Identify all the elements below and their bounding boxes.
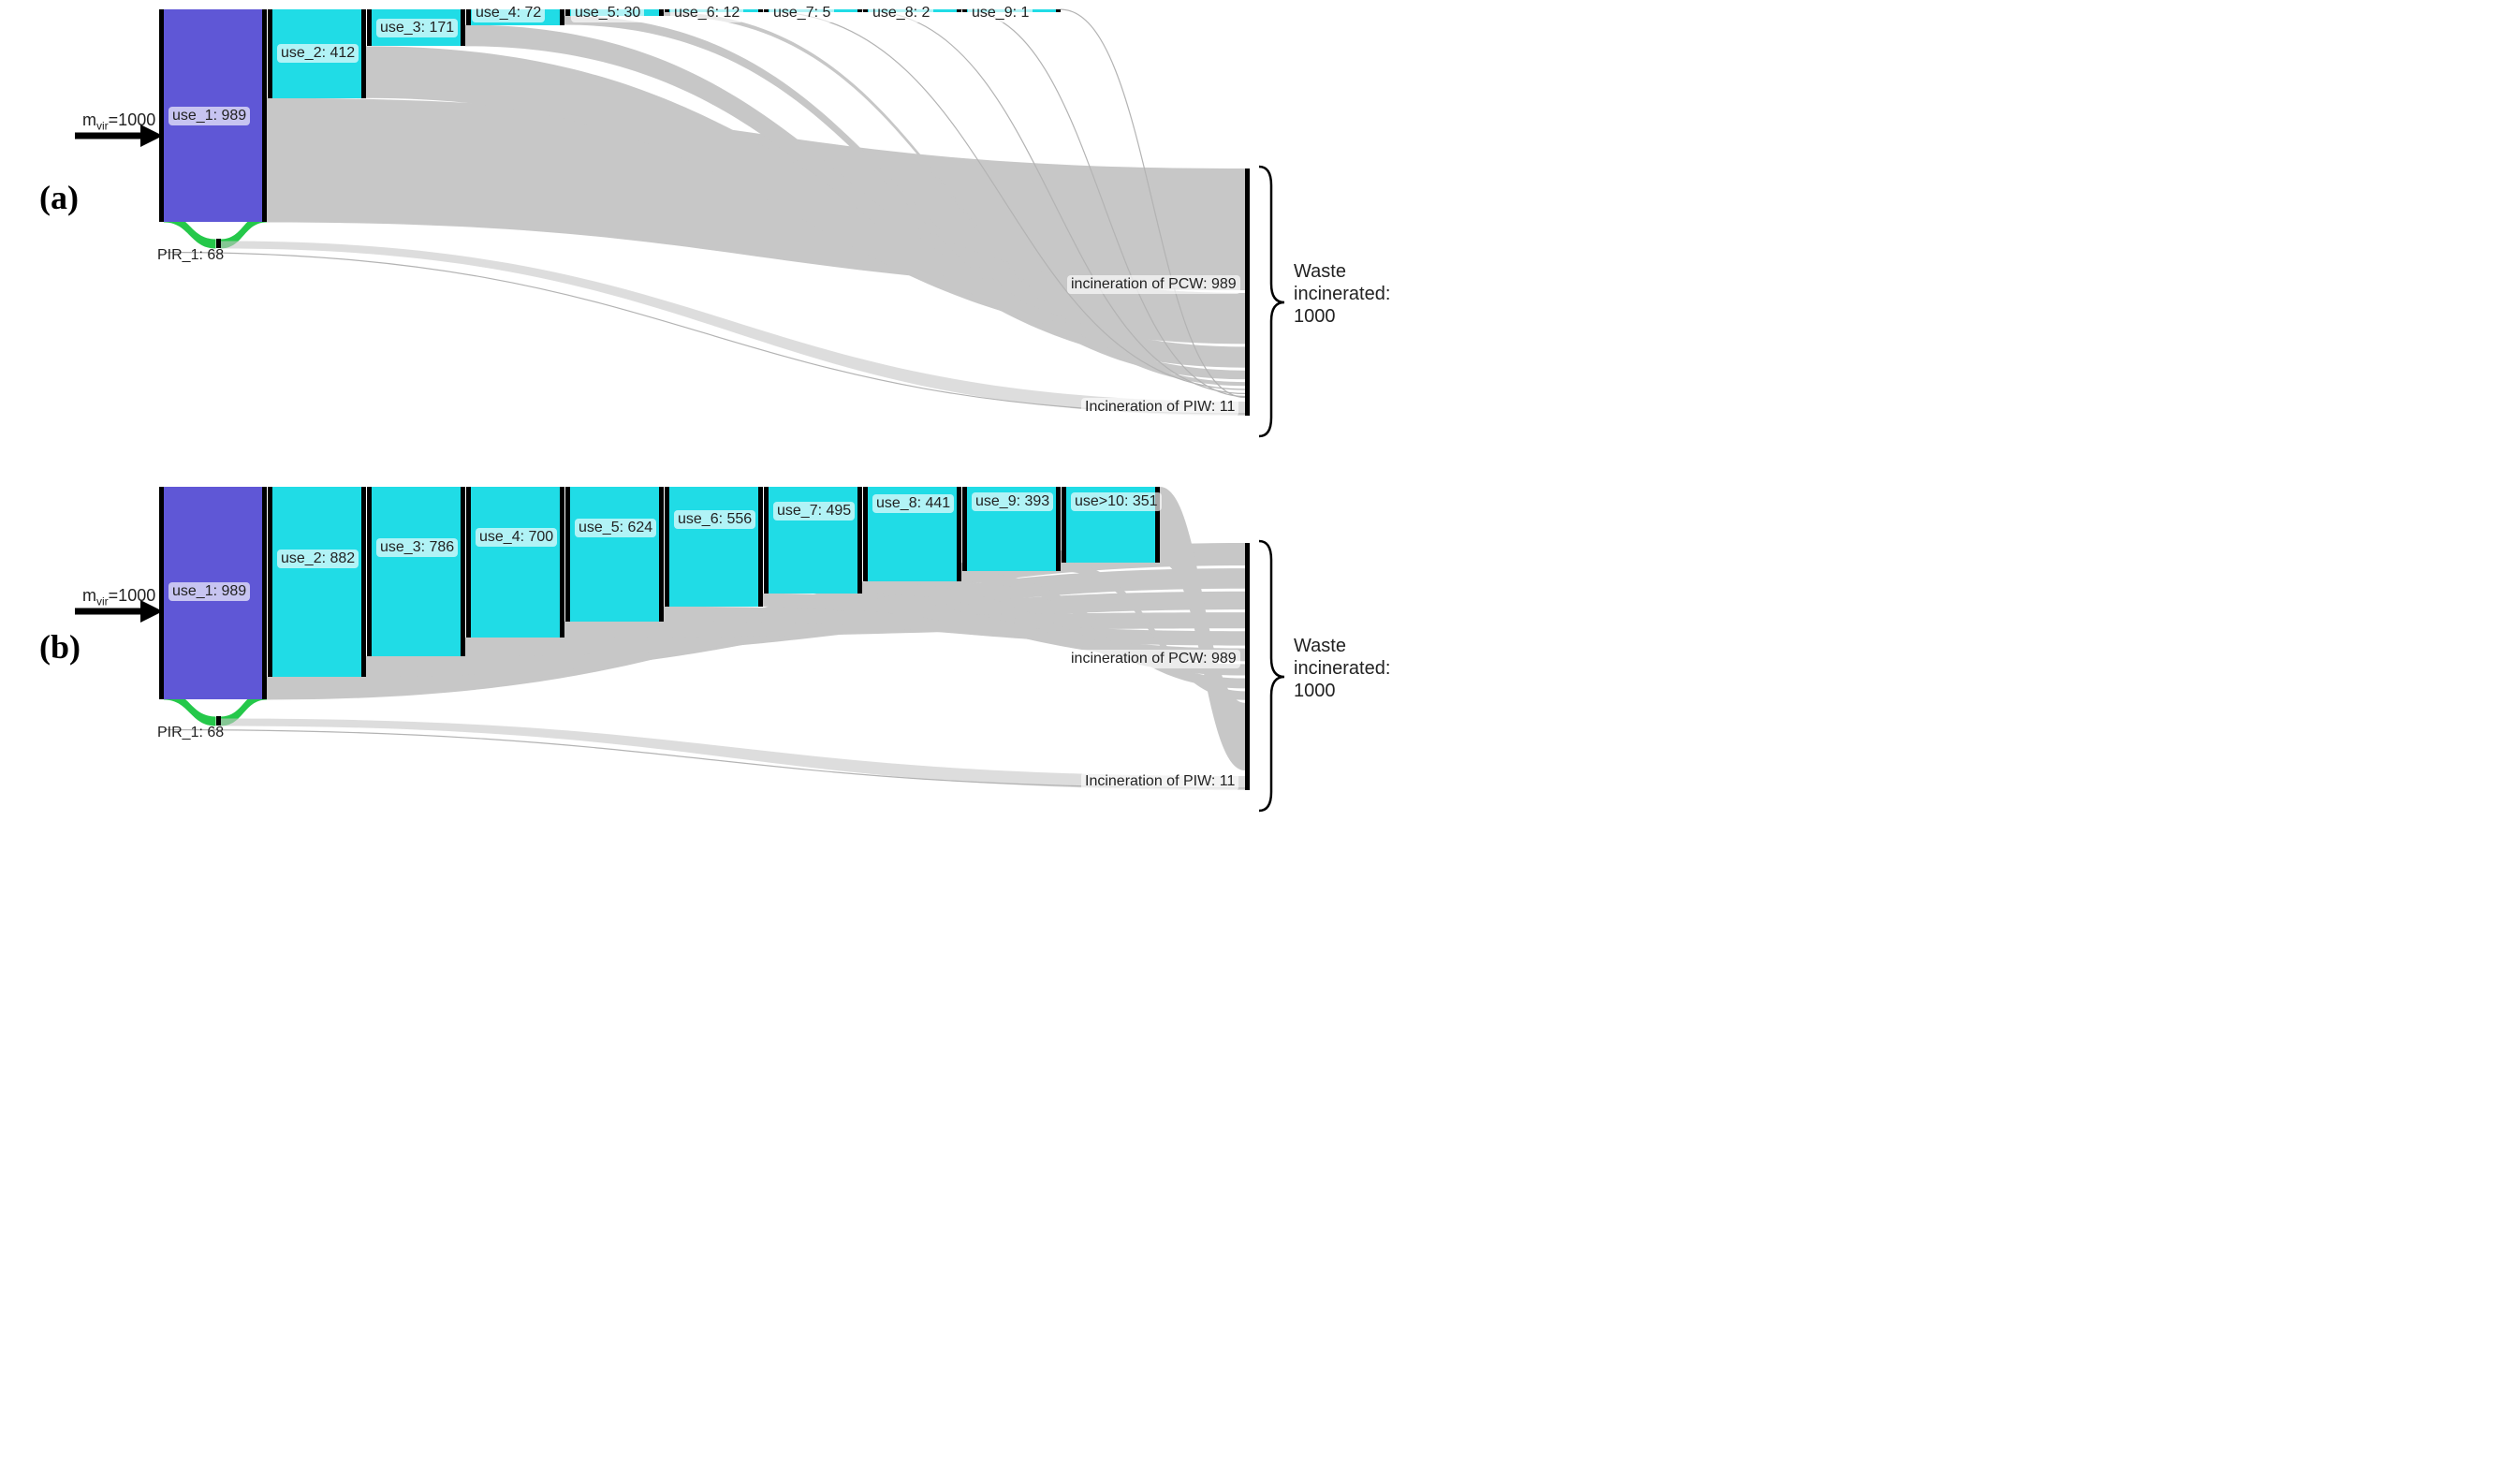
use-label: use_1: 989 — [168, 582, 250, 601]
use-label: use_4: 72 — [472, 4, 545, 22]
use-label: use_5: 624 — [575, 519, 656, 537]
use-label: use_9: 1 — [968, 4, 1033, 22]
use-block — [372, 487, 461, 656]
input-label-a: mvir=1000 — [82, 110, 155, 133]
use-label: use_2: 882 — [277, 550, 359, 568]
node-bar — [461, 9, 465, 46]
node-bar — [461, 487, 465, 656]
node-bar — [758, 9, 763, 12]
use-label: use_9: 393 — [972, 492, 1053, 511]
use-block — [669, 487, 758, 607]
use-label: use_6: 12 — [670, 4, 743, 22]
brace-a — [1254, 167, 1292, 438]
use-block — [570, 487, 659, 622]
canvas: (a) (b) mvir=1000 Wasteincinerated:1000 … — [0, 0, 2520, 1466]
use-label: use_4: 700 — [476, 528, 557, 547]
node-bar — [262, 487, 267, 699]
use-label: use_7: 495 — [773, 502, 855, 520]
use-label: use_3: 786 — [376, 538, 458, 557]
node-bar — [361, 487, 366, 677]
node-bar — [857, 487, 862, 594]
node-bar — [560, 9, 564, 25]
node-bar — [957, 9, 961, 12]
brace-b — [1254, 541, 1292, 813]
sankey-b: mvir=1000 Wasteincinerated:1000 use_1: 9… — [0, 477, 1404, 852]
sink-node-bar — [1245, 543, 1250, 790]
node-bar — [1056, 487, 1061, 571]
brace-text-b: Wasteincinerated:1000 — [1294, 635, 1390, 702]
sankey-a: mvir=1000 Wasteincinerated:1000 use_1: 9… — [0, 0, 1404, 440]
node-bar — [857, 9, 862, 12]
sink-node-bar — [1245, 169, 1250, 416]
node-bar — [1056, 9, 1061, 12]
use-label: use_2: 412 — [277, 44, 359, 63]
brace-text-a: Wasteincinerated:1000 — [1294, 260, 1390, 328]
use-label: use_8: 2 — [869, 4, 933, 22]
use-label: use_6: 556 — [674, 510, 755, 529]
use-label: use_8: 441 — [872, 494, 954, 513]
use-block — [471, 487, 560, 638]
use-label: use_5: 30 — [571, 4, 644, 22]
use-label: use_7: 5 — [769, 4, 834, 22]
use-label: use_1: 989 — [168, 107, 250, 125]
sink-piw-label: Incineration of PIW: 11 — [1081, 772, 1238, 791]
pir-label: PIR_1: 68 — [154, 724, 227, 742]
node-bar — [361, 9, 366, 98]
node-bar — [560, 487, 564, 638]
sink-piw-label: Incineration of PIW: 11 — [1081, 398, 1238, 417]
node-bar — [262, 9, 267, 222]
use-label: use_3: 171 — [376, 19, 458, 37]
use-block — [272, 487, 361, 677]
pir-label: PIR_1: 68 — [154, 246, 227, 265]
node-bar — [758, 487, 763, 607]
node-bar — [659, 487, 664, 622]
sink-pcw-label: incineration of PCW: 989 — [1067, 275, 1240, 294]
node-bar — [659, 9, 664, 16]
node-bar — [957, 487, 961, 581]
input-label-b: mvir=1000 — [82, 586, 155, 608]
use-label: use>10: 351 — [1071, 492, 1162, 511]
sink-pcw-label: incineration of PCW: 989 — [1067, 650, 1240, 668]
